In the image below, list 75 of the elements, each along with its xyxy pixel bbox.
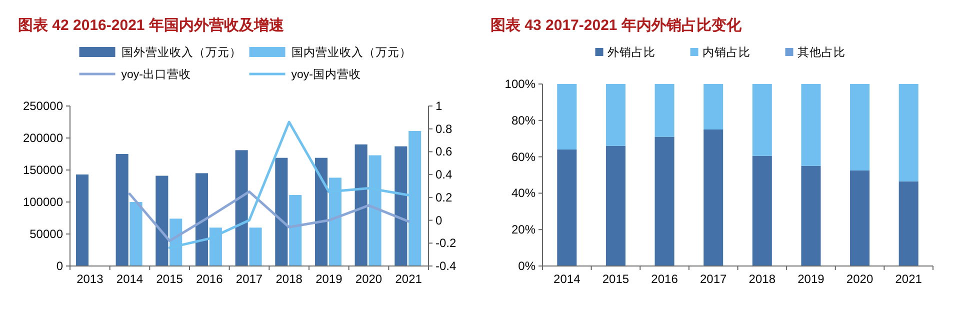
bar xyxy=(289,194,302,266)
y2-tick-label: 0 xyxy=(436,213,442,228)
bar xyxy=(850,84,870,170)
y-tick-label: 80% xyxy=(511,113,536,128)
y-tick-label: 0% xyxy=(518,259,536,273)
chart-title: 图表 43 2017-2021 年内外销占比变化 xyxy=(490,16,742,34)
bar xyxy=(606,146,626,266)
x-tick-label: 2021 xyxy=(395,272,422,286)
y-tick-label: 250000 xyxy=(22,99,64,113)
y-tick-label: 20% xyxy=(511,222,536,237)
y-tick-label: 150000 xyxy=(22,163,64,177)
y2-tick-label: 1 xyxy=(436,99,442,113)
x-tick-label: 2017 xyxy=(700,272,728,286)
bar xyxy=(654,136,674,266)
bar xyxy=(654,84,674,137)
bar xyxy=(606,84,626,146)
y-tick-label: 50000 xyxy=(30,227,64,241)
legend-label: 国内营业收入（万元） xyxy=(291,45,412,59)
legend-label: 国外营业收入（万元） xyxy=(121,45,242,59)
y-tick-label: 0 xyxy=(56,259,64,273)
bar xyxy=(249,228,262,266)
bar xyxy=(557,150,577,266)
x-tick-label: 2016 xyxy=(651,272,678,286)
y-tick-label: 60% xyxy=(511,150,536,164)
x-tick-label: 2018 xyxy=(748,272,776,286)
x-tick-label: 2019 xyxy=(316,272,343,286)
bar xyxy=(850,170,870,266)
bar xyxy=(704,84,724,130)
bar xyxy=(354,144,368,266)
bar xyxy=(898,181,918,266)
x-tick-label: 2017 xyxy=(236,272,263,286)
y-tick-label: 40% xyxy=(511,186,536,200)
bar xyxy=(898,84,918,182)
x-tick-label: 2019 xyxy=(798,272,825,286)
bar xyxy=(275,158,288,266)
legend-label: 内销占比 xyxy=(702,46,750,59)
x-tick-label: 2020 xyxy=(355,272,382,286)
bar xyxy=(116,154,128,266)
x-tick-label: 2020 xyxy=(846,272,874,286)
y2-tick-label: 0.4 xyxy=(436,168,453,182)
bar xyxy=(314,158,328,266)
bar xyxy=(156,176,168,266)
bar xyxy=(76,174,89,266)
x-tick-label: 2018 xyxy=(276,272,303,286)
x-tick-label: 2013 xyxy=(76,272,104,286)
bar xyxy=(235,150,248,266)
bar xyxy=(752,156,772,266)
y2-tick-label: -0.2 xyxy=(436,236,457,250)
bar xyxy=(557,84,577,150)
x-tick-label: 2015 xyxy=(602,272,630,286)
y-tick-label: 200000 xyxy=(22,131,64,145)
legend-label: yoy-国内营收 xyxy=(291,68,361,81)
legend-label: 外销占比 xyxy=(607,46,656,59)
line-series xyxy=(128,190,410,242)
y-tick-label: 100000 xyxy=(22,195,64,209)
bar xyxy=(704,130,724,266)
chart-title: 图表 42 2016-2021 年国内外营收及增速 xyxy=(18,17,285,34)
y2-tick-label: -0.4 xyxy=(436,259,457,273)
y2-tick-label: 0.6 xyxy=(436,144,453,159)
legend-label: yoy-出口营收 xyxy=(121,68,191,81)
bar xyxy=(752,84,772,156)
bar xyxy=(130,202,142,266)
x-tick-label: 2014 xyxy=(116,272,144,286)
legend-label: 其他占比 xyxy=(797,46,846,59)
bar xyxy=(801,84,821,166)
y-tick-label: 100% xyxy=(504,77,536,91)
bar xyxy=(195,173,208,266)
y2-tick-label: 0.2 xyxy=(436,190,453,204)
y2-tick-label: 0.8 xyxy=(436,122,453,136)
x-tick-label: 2016 xyxy=(196,272,224,286)
x-tick-label: 2021 xyxy=(895,272,922,286)
x-tick-label: 2014 xyxy=(554,272,581,286)
bar xyxy=(394,146,408,266)
bar xyxy=(801,166,821,266)
x-tick-label: 2015 xyxy=(156,272,184,286)
